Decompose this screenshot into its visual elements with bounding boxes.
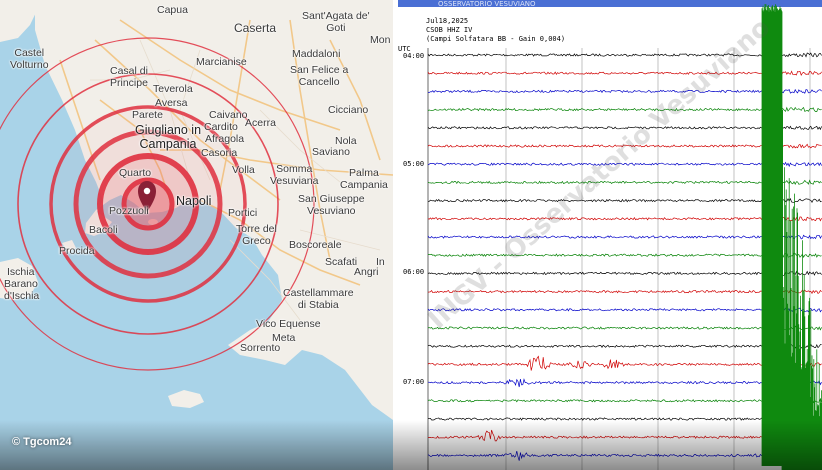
utc-label: UTC <box>398 45 411 53</box>
town-label: Boscoreale <box>289 239 342 251</box>
town-label: Caivano <box>209 109 248 121</box>
seismogram-trace <box>427 161 822 168</box>
map-pin-icon <box>138 181 156 212</box>
town-label: Volla <box>232 164 255 176</box>
seismogram-top-banner <box>398 0 822 7</box>
seismogram-quake-signal <box>761 4 822 470</box>
seismogram-trace <box>427 215 822 222</box>
town-label: Portici <box>228 207 258 219</box>
seismogram-trace <box>427 270 822 276</box>
seismogram-trace <box>427 52 822 58</box>
town-label: Casoria <box>201 147 238 159</box>
town-label: In <box>376 256 385 268</box>
tgcom24-watermark: © Tgcom24 <box>12 436 72 448</box>
town-label: Palma Campania <box>340 167 388 191</box>
town-label: Mon <box>370 34 391 46</box>
town-label: Angri <box>354 266 379 278</box>
time-label: 04:00 <box>403 52 425 60</box>
town-label: Casal di Principe <box>110 65 148 89</box>
land-west-coast <box>0 0 42 42</box>
map-panel: Capua Caserta Sant'Agata de' Goti Mon Ca… <box>0 0 393 470</box>
town-label: Acerra <box>245 117 276 129</box>
town-label: Quarto <box>119 167 152 179</box>
seismogram-trace <box>427 70 822 76</box>
town-label: Cicciano <box>328 104 369 116</box>
town-label: Somma Vesuviana <box>270 163 319 187</box>
island-procida <box>62 240 76 252</box>
time-label: 07:00 <box>403 378 425 386</box>
town-label: Afragola <box>205 133 245 145</box>
town-label: San Giuseppe Vesuviano <box>298 193 365 217</box>
quake-burst <box>761 4 822 470</box>
seismogram-location: (Campi Solfatara BB - Gain 0,004) <box>426 35 566 43</box>
seismogram-trace <box>428 378 822 388</box>
town-label: Aversa <box>155 97 188 109</box>
seismogram-grid <box>427 48 811 470</box>
town-label: Meta <box>272 332 296 344</box>
town-label: Parete <box>132 109 163 121</box>
town-label: Sant'Agata de' Goti <box>302 10 370 34</box>
town-label: Procida <box>59 245 95 257</box>
seismogram-trace <box>427 106 822 112</box>
island-capri <box>168 390 204 408</box>
seismogram-plot: OSSERVATORIO VESUVIANO INGV - Osservator… <box>398 0 822 470</box>
seismogram-trace <box>427 397 822 404</box>
seismogram-trace <box>427 234 822 240</box>
seismogram-traces <box>427 52 822 461</box>
svg-text:INGV - Osservatorio Vesuviano: INGV - Osservatorio Vesuviano <box>423 13 777 336</box>
seismogram-station: CSOB HHZ IV <box>426 26 473 34</box>
seismogram-trace <box>427 416 822 422</box>
town-label: San Felice a Cancello <box>290 64 349 88</box>
town-label: Capua <box>157 4 188 16</box>
city-label-napoli: Napoli <box>176 194 212 208</box>
town-label: Nola <box>335 135 357 147</box>
town-label: Vico Equense <box>256 318 321 330</box>
seismogram-banner-text: OSSERVATORIO VESUVIANO <box>438 0 536 8</box>
seismogram-trace <box>427 343 822 349</box>
seismogram-trace <box>427 288 822 295</box>
seismogram-trace <box>427 451 822 461</box>
town-label: Marcianise <box>196 56 247 68</box>
town-label: Barano <box>4 278 38 290</box>
seismogram-panel: OSSERVATORIO VESUVIANO INGV - Osservator… <box>398 0 822 470</box>
town-label: Saviano <box>312 146 350 158</box>
town-label: Castellammare di Stabia <box>283 287 354 311</box>
seismogram-trace <box>427 143 822 149</box>
town-label: Scafati <box>325 256 358 268</box>
town-label: Cardito <box>204 121 238 133</box>
seismogram-trace <box>427 355 822 371</box>
land-mainland <box>35 0 393 420</box>
city-label-giugliano: Giugliano in Campania <box>135 123 202 151</box>
seismogram-trace <box>428 429 822 442</box>
seismogram-trace <box>427 88 822 94</box>
town-label: Sorrento <box>240 342 281 354</box>
panel-divider <box>393 0 398 470</box>
seismogram-trace <box>428 252 822 259</box>
town-label: Torre del Greco <box>236 223 277 247</box>
seismogram-date: Jul18,2025 <box>426 17 469 25</box>
town-label: Ischia <box>7 266 35 278</box>
town-label: Maddaloni <box>292 48 341 60</box>
town-label: Teverola <box>153 83 193 95</box>
seismogram-trace <box>427 197 822 204</box>
bottom-gradient <box>0 420 822 470</box>
time-label: 06:00 <box>403 268 425 276</box>
seismogram-trace <box>427 179 822 185</box>
island-nisida <box>148 219 158 225</box>
town-label: Castel Volturno <box>10 47 49 71</box>
town-label: Bacoli <box>89 224 118 236</box>
seismogram-trace <box>427 325 822 331</box>
town-label: d'Ischia <box>4 290 40 302</box>
seismogram-watermark: INGV - Osservatorio Vesuviano <box>423 13 777 336</box>
town-label: Caserta <box>234 21 277 35</box>
time-label: 05:00 <box>403 160 425 168</box>
island-ischia <box>0 258 38 300</box>
map-base <box>0 0 393 420</box>
town-label: Pozzuoli <box>109 205 149 217</box>
seismogram-trace <box>427 125 822 131</box>
seismogram-trace <box>427 307 822 313</box>
